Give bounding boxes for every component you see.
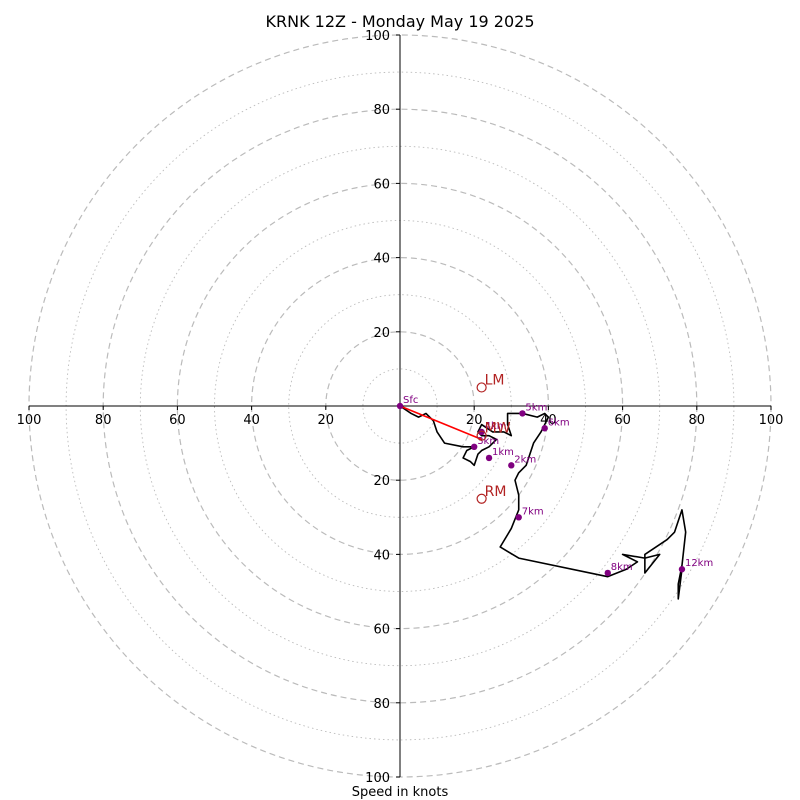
y-tick-label: 100 — [365, 771, 390, 786]
x-tick-label: 60 — [169, 413, 186, 428]
hodograph-trace — [399, 405, 687, 600]
height-marker-label: 3km — [477, 436, 499, 447]
y-tick-label: 40 — [373, 548, 390, 563]
x-tick-label: 80 — [689, 413, 706, 428]
y-tick-label: 20 — [373, 474, 390, 489]
height-marker-label: 12km — [685, 558, 713, 569]
height-marker-label: 7km — [522, 506, 544, 517]
height-marker-label: 5km — [525, 402, 547, 413]
height-marker-point — [604, 569, 611, 577]
y-tick-label: 20 — [373, 326, 390, 341]
x-tick-label: 20 — [466, 413, 483, 428]
storm-motion-point — [476, 382, 487, 393]
storm-motion-label: RM — [485, 484, 507, 500]
height-marker-label: 1km — [492, 447, 514, 458]
x-tick-label: 100 — [759, 413, 784, 428]
y-tick-label: 60 — [373, 177, 390, 192]
x-tick-label: 20 — [318, 413, 335, 428]
storm-motion-point — [476, 430, 487, 441]
y-tick-label: 40 — [373, 252, 390, 267]
height-marker-point — [515, 514, 522, 521]
hodograph-series — [399, 405, 687, 600]
height-marker-point — [396, 402, 404, 410]
height-marker-label: 8km — [611, 562, 633, 573]
y-tick-label: 100 — [365, 29, 390, 44]
x-tick-label: 40 — [243, 413, 260, 428]
height-marker-point — [678, 566, 686, 573]
y-tick-label: 80 — [373, 697, 390, 712]
y-tick-label: 80 — [373, 103, 390, 118]
height-marker-point — [471, 443, 478, 451]
height-marker-point — [508, 462, 515, 469]
x-axis-label: Speed in knots — [352, 785, 449, 800]
storm-motion-markers: LM RM MW — [476, 372, 511, 504]
height-marker-label: 6km — [548, 417, 570, 428]
x-tick-label: 100 — [17, 413, 42, 428]
y-tick-label: 60 — [373, 623, 390, 638]
height-marker-point — [541, 425, 548, 432]
height-marker-point — [485, 454, 493, 462]
storm-motion-line — [399, 405, 482, 441]
storm-motion-label: LM — [485, 372, 505, 388]
height-marker-label: 2km — [514, 454, 536, 465]
height-marker-label: Sfc — [403, 395, 418, 406]
height-marker-point — [519, 410, 526, 417]
storm-motion-point — [476, 493, 487, 504]
height-marker-point — [478, 428, 485, 436]
chart-title: KRNK 12Z - Monday May 19 2025 — [266, 12, 535, 31]
storm-motion-label: MW — [485, 421, 511, 437]
x-tick-label: 60 — [614, 413, 631, 428]
x-tick-label: 80 — [95, 413, 112, 428]
height-marker-label: 4km — [485, 421, 507, 432]
